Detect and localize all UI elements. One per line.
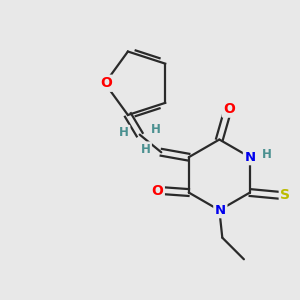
- Text: N: N: [244, 151, 256, 164]
- Text: O: O: [152, 184, 163, 198]
- Text: S: S: [280, 188, 290, 203]
- Text: H: H: [119, 126, 129, 139]
- Text: H: H: [141, 143, 151, 156]
- Text: O: O: [100, 76, 112, 90]
- Text: H: H: [151, 123, 160, 136]
- Text: O: O: [223, 102, 235, 116]
- Text: H: H: [262, 148, 272, 161]
- Text: N: N: [215, 204, 226, 217]
